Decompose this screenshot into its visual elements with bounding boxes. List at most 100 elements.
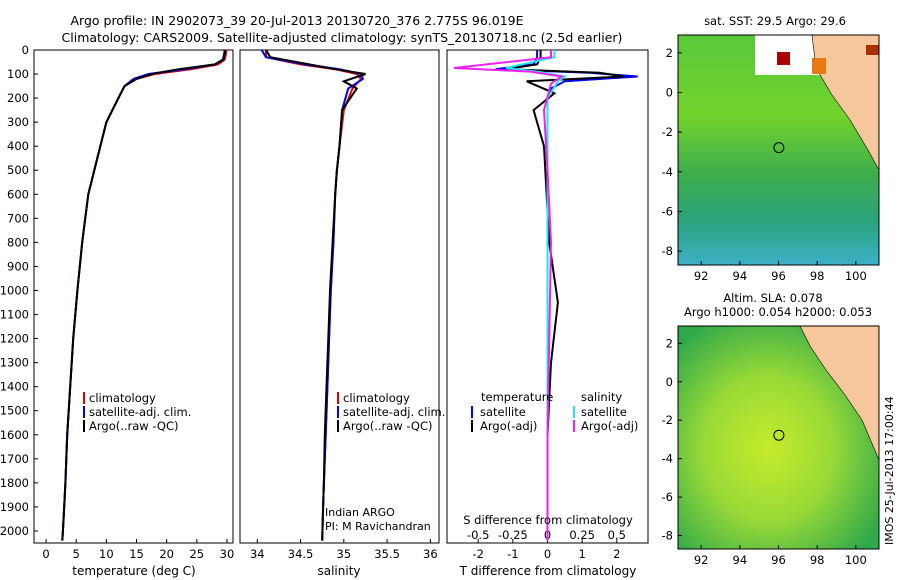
float-pi-note: PI: M Ravichandran — [325, 520, 431, 533]
legend-label-argo: Argo(..raw -QC) — [89, 419, 179, 433]
depth-tick-label: 900 — [7, 259, 29, 273]
map-y-tick-label: -8 — [662, 244, 673, 258]
depth-tick-label: 800 — [7, 235, 29, 249]
depth-tick-label: 1300 — [0, 356, 29, 370]
x-tick-label: 2 — [613, 547, 620, 561]
legend-label-argo: Argo(..raw -QC) — [343, 419, 433, 433]
figure-title-line1: Argo profile: IN 2902073_39 20-Jul-2013 … — [70, 13, 523, 28]
x-tick-label: 35.5 — [374, 547, 400, 561]
sla-map-title-line1: Altim. SLA: 0.078 — [723, 291, 822, 305]
map-x-tick-label: 100 — [845, 553, 867, 567]
temperature-xlabel: temperature (deg C) — [72, 564, 195, 578]
x-tick-label: 34 — [250, 547, 265, 561]
depth-tick-label: 1200 — [0, 332, 29, 346]
depth-tick-label: 1600 — [0, 428, 29, 442]
figure-title-line2: Climatology: CARS2009. Satellite-adjuste… — [62, 30, 623, 45]
series-line — [260, 49, 365, 541]
legend-label-sat: satellite-adj. clim. — [89, 405, 191, 419]
temperature-panel: 0100200300400500600700800900100011001200… — [0, 43, 234, 578]
salinity-xlabel: salinity — [317, 564, 360, 578]
map-x-tick-label: 94 — [733, 553, 748, 567]
legend-label-s-sat: satellite — [581, 405, 627, 419]
map-y-tick-label: -6 — [662, 490, 673, 504]
x-tick-label: 25 — [189, 547, 204, 561]
map-x-tick-label: 96 — [771, 269, 786, 283]
depth-tick-label: 1000 — [0, 283, 29, 297]
depth-tick-label: 1500 — [0, 404, 29, 418]
depth-tick-label: 0 — [22, 43, 29, 57]
salinity-panel: 34 34.5 35 35.5 36 salinity climatology sate… — [239, 49, 445, 578]
map-x-tick-label: 96 — [771, 553, 786, 567]
series-line — [265, 50, 363, 541]
legend-head-temperature: temperature — [481, 390, 553, 404]
map-y-tick-label: 2 — [666, 336, 673, 350]
series-line — [265, 49, 366, 541]
map-x-tick-label: 92 — [694, 553, 709, 567]
sst-map: sat. SST: 29.5 Argo: 29.6 92 94 96 98 100 2 0 -… — [662, 14, 880, 283]
sst-map-warm-patch — [777, 52, 790, 65]
x-tick-label: -1 — [507, 547, 518, 561]
s-difference-label: S difference from climatology — [463, 513, 633, 527]
map-x-tick-label: 94 — [733, 269, 748, 283]
series-line — [61, 49, 226, 541]
legend-label-sat: satellite-adj. clim. — [343, 405, 445, 419]
legend-head-salinity: salinity — [581, 390, 622, 404]
x-tick-label: -2 — [472, 547, 483, 561]
difference-legend: temperature salinity satellite Argo(-adj… — [471, 390, 638, 433]
sst-map-warm-patch-3 — [866, 45, 879, 55]
argo-position-marker — [773, 142, 785, 154]
x-tick-label: 35 — [337, 547, 352, 561]
map-x-tick-label: 100 — [845, 269, 867, 283]
series-line — [61, 49, 227, 541]
legend-label-t-sat: satellite — [480, 405, 526, 419]
timestamp-stamp: IMOS 25-Jul-2013 17:00:44 — [883, 396, 896, 545]
difference-x-axis: -2 -1 0 1 2-0.5 -0.25 0 0.25 0.5 — [467, 528, 626, 561]
map-y-tick-label: -4 — [662, 165, 673, 179]
sst-map-warm-patch-2 — [812, 58, 826, 74]
map-y-tick-label: 0 — [666, 375, 673, 389]
map-x-tick-label: 98 — [810, 553, 825, 567]
legend-label-clim: climatology — [89, 391, 156, 405]
salinity-axes-frame — [239, 49, 440, 544]
depth-tick-label: 600 — [7, 187, 29, 201]
s-tick-label: -0.5 — [467, 528, 489, 542]
map-y-tick-label: -4 — [662, 452, 673, 466]
map-y-tick-label: -6 — [662, 204, 673, 218]
depth-tick-label: 1800 — [0, 476, 29, 490]
s-tick-label: 0.25 — [569, 528, 595, 542]
temperature-x-axis: 0 5 10 15 20 25 30 — [42, 539, 234, 561]
series-line — [505, 50, 568, 541]
map-y-tick-label: -2 — [662, 125, 673, 139]
difference-panel: -2 -1 0 1 2-0.5 -0.25 0 0.25 0.5 T difference fr… — [446, 49, 649, 578]
x-tick-label: 1 — [578, 547, 585, 561]
sla-map-axes: 92 94 96 98 100 2 0 -2 -4 -6 -8 — [662, 336, 867, 567]
difference-xlabel: T difference from climatology — [459, 564, 637, 578]
legend-label-s-argo: Argo(-adj) — [581, 419, 638, 433]
map-x-tick-label: 98 — [810, 269, 825, 283]
legend-label-t-argo: Argo(-adj) — [480, 419, 537, 433]
depth-tick-label: 700 — [7, 211, 29, 225]
float-program-note: Indian ARGO — [325, 506, 395, 519]
depth-tick-label: 300 — [7, 115, 29, 129]
temperature-series — [61, 49, 228, 541]
x-tick-label: 20 — [159, 547, 174, 561]
x-tick-label: 34.5 — [288, 547, 314, 561]
depth-tick-label: 400 — [7, 139, 29, 153]
x-tick-label: 30 — [220, 547, 235, 561]
salinity-series — [260, 49, 366, 541]
difference-series — [453, 50, 638, 541]
map-y-tick-label: 0 — [666, 86, 673, 100]
x-tick-label: 10 — [99, 547, 114, 561]
series-line — [495, 50, 638, 541]
depth-axis: 0 100 200 300 400 500 600 700 800 900 1000 1100 1200… — [0, 43, 38, 538]
depth-tick-label: 200 — [7, 91, 29, 105]
map-y-tick-label: 2 — [666, 46, 673, 60]
s-tick-label: 0.5 — [608, 528, 626, 542]
x-tick-label: 5 — [73, 547, 80, 561]
x-tick-label: 15 — [129, 547, 144, 561]
x-tick-label: 0 — [544, 547, 551, 561]
salinity-legend: climatology satellite-adj. clim. Argo(..… — [337, 391, 445, 433]
depth-tick-label: 1400 — [0, 380, 29, 394]
map-x-tick-label: 92 — [694, 269, 709, 283]
